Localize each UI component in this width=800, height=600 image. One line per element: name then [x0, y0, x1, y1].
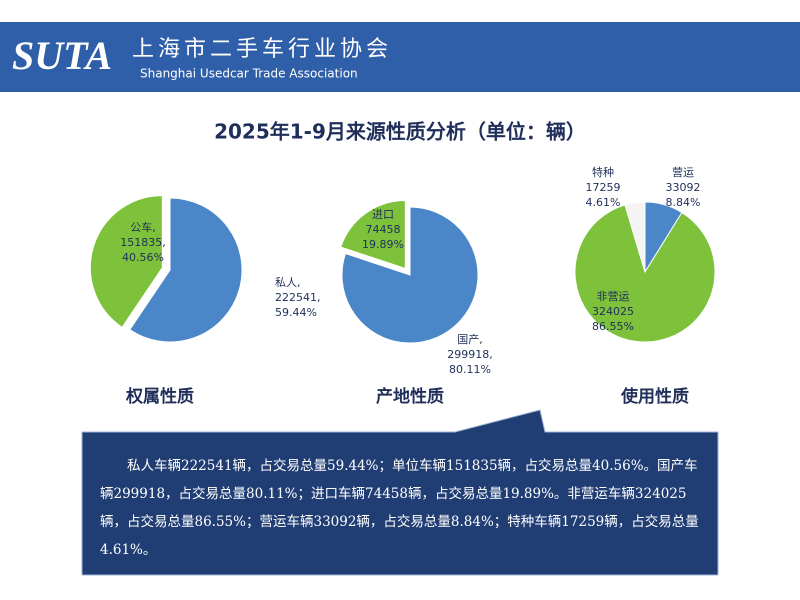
data-label: 74458: [366, 223, 401, 236]
data-label: 33092: [666, 181, 701, 194]
data-label: 4.61%: [586, 196, 621, 209]
data-label: 营运: [672, 165, 694, 179]
pie-title: 权属性质: [125, 386, 194, 407]
pie-slice: [341, 206, 479, 344]
pie-slice: [129, 197, 243, 343]
data-label: 299918,: [447, 348, 493, 361]
pie-title: 产地性质: [376, 386, 444, 407]
pie-slice: [574, 204, 716, 343]
data-label: 324025: [592, 305, 634, 318]
header-band: [0, 22, 800, 92]
data-label: 151835,: [120, 236, 166, 249]
data-label: 国产,: [457, 332, 483, 346]
data-label: 19.89%: [362, 238, 404, 251]
logo: SUTA: [12, 33, 112, 78]
data-label: 222541,: [275, 291, 321, 304]
pie-slice: [89, 195, 163, 329]
data-label: 80.11%: [449, 363, 491, 376]
main-title: 2025年1-9月来源性质分析（单位：辆）: [214, 120, 586, 144]
data-label: 特种: [592, 165, 614, 179]
data-label: 40.56%: [122, 251, 164, 264]
data-label: 私人,: [275, 276, 301, 289]
data-label: 86.55%: [592, 320, 634, 333]
data-label: 非营运: [597, 289, 630, 303]
org-name: 上海市二手车行业协会: [132, 37, 392, 62]
data-label: 8.84%: [666, 196, 701, 209]
org-name-en: Shanghai Usedcar Trade Association: [140, 67, 358, 81]
pie-title: 使用性质: [620, 386, 689, 407]
data-label: 59.44%: [275, 306, 317, 319]
pie-slice: [340, 200, 406, 270]
data-label: 公车,: [130, 220, 156, 234]
pie-slice: [624, 201, 646, 273]
summary-text: 私人车辆222541辆，占交易总量59.44%；单位车辆151835辆，占交易总…: [100, 458, 699, 558]
summary-box: [81, 409, 719, 576]
data-label: 17259: [586, 181, 621, 194]
data-label: 进口: [372, 208, 394, 221]
